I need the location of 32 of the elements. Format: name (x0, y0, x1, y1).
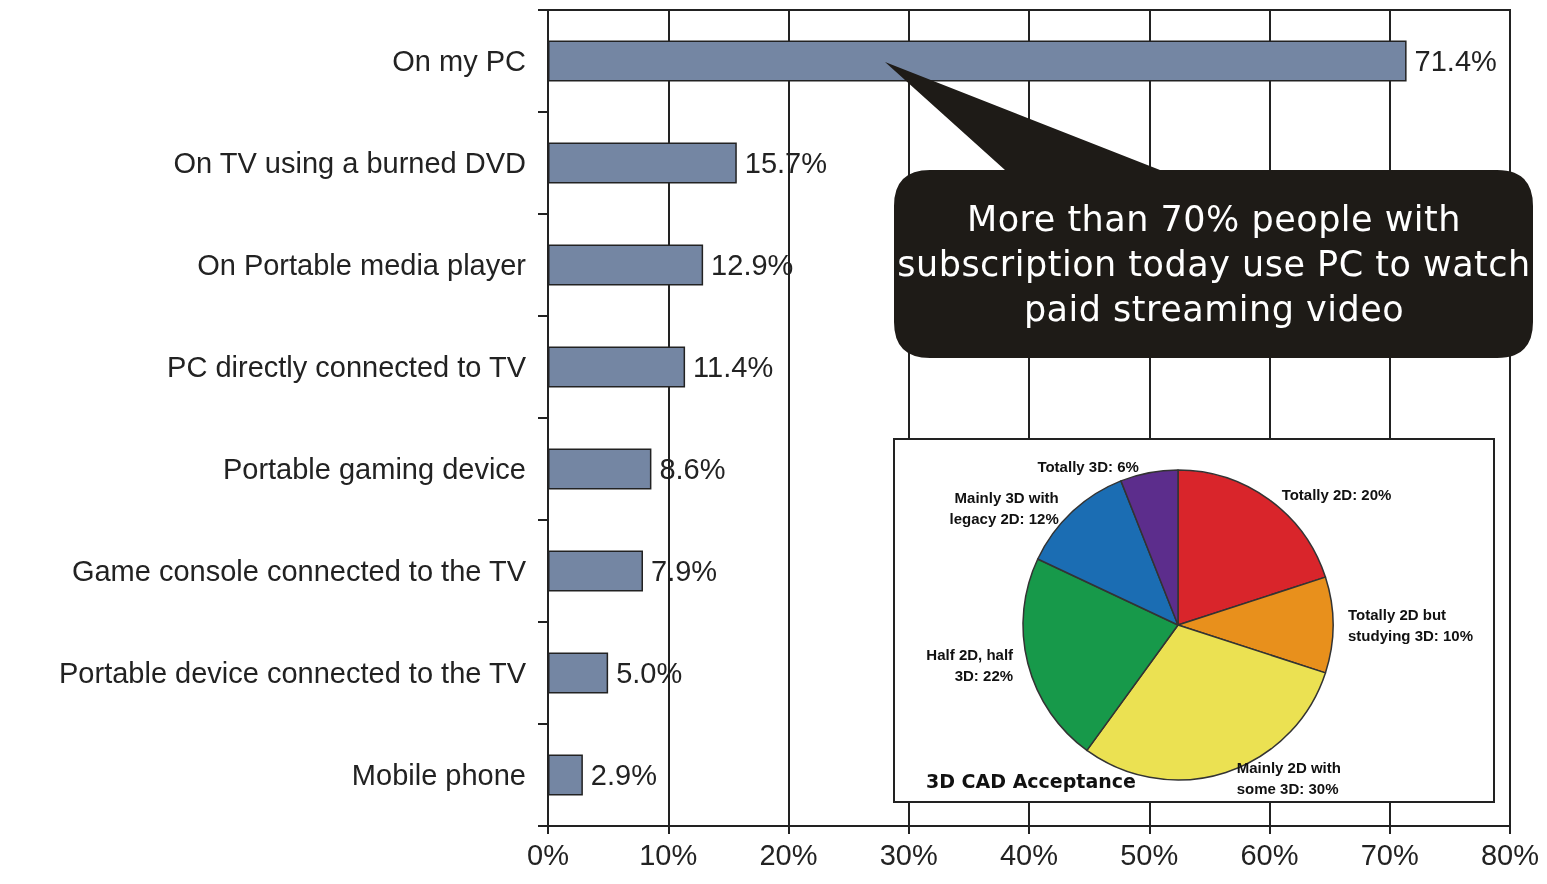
data-label: 2.9% (590, 759, 657, 791)
x-tick-label: 50% (1120, 838, 1179, 871)
data-label: 71.4% (1414, 45, 1497, 77)
x-tick-label: 80% (1480, 838, 1540, 871)
x-tick-label: 20% (759, 838, 818, 871)
y-tick-label: On Portable media player (197, 249, 527, 281)
x-tick-label: 10% (639, 838, 698, 871)
x-tick-label: 70% (1360, 838, 1419, 871)
y-tick-label: Portable device connected to the TV (59, 657, 527, 689)
bar (548, 550, 643, 592)
y-tick-label: Portable gaming device (222, 453, 526, 485)
y-tick-label: Mobile phone (351, 759, 526, 791)
slice-label: Half 2D, half 3D: 22% (926, 646, 1015, 685)
slice-label: Mainly 3D with legacy 2D: 12% (949, 488, 1059, 527)
bar (548, 448, 652, 490)
bar (548, 652, 609, 694)
x-tick-label: 40% (999, 838, 1059, 871)
y-tick-label: On TV using a burned DVD (173, 147, 526, 179)
y-tick-label: PC directly connected to TV (167, 351, 527, 383)
y-tick-label: On my PC (392, 45, 526, 77)
y-tick-label: Game console connected to the TV (71, 555, 527, 587)
x-tick-label: 60% (1240, 838, 1299, 871)
slice-label: Totally 2D but studying 3D: 10% (1348, 606, 1474, 644)
bar (548, 754, 583, 796)
text: 3D CAD Acceptance (926, 769, 1136, 792)
slice-label: Mainly 2D with some 3D: 30% (1236, 759, 1341, 798)
annotation: More than 70% people with subscription today use PC to watch paid streaming video (896, 197, 1532, 331)
data-label: 11.4% (693, 351, 774, 383)
x-tick-label: 0% (527, 838, 569, 871)
slice-label: Totally 3D: 6% (1037, 458, 1139, 476)
slice-label: Totally 2D: 20% (1281, 486, 1392, 504)
x-tick-label: 30% (879, 838, 938, 871)
